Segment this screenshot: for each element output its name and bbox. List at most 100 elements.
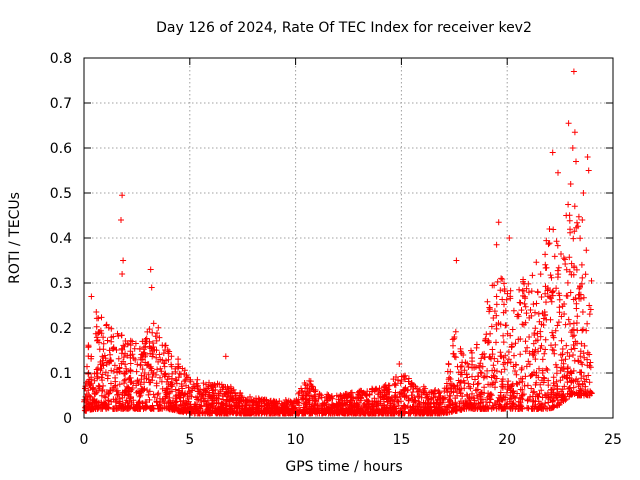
data-point xyxy=(575,358,582,365)
data-point xyxy=(489,346,496,353)
data-point xyxy=(242,406,249,413)
data-point xyxy=(493,241,500,248)
data-point xyxy=(477,393,484,400)
data-point xyxy=(504,400,511,407)
data-point xyxy=(302,409,309,415)
data-point xyxy=(584,356,591,363)
data-point xyxy=(405,397,412,403)
data-point xyxy=(498,275,505,282)
data-point xyxy=(525,358,532,365)
data-point xyxy=(479,351,486,358)
data-point xyxy=(162,342,169,349)
data-point xyxy=(287,410,294,417)
data-point xyxy=(365,408,372,415)
data-point xyxy=(160,360,167,367)
data-point xyxy=(362,409,369,416)
data-point xyxy=(149,374,156,380)
data-point xyxy=(588,277,595,284)
data-point xyxy=(392,380,399,387)
data-point xyxy=(501,301,507,308)
data-point xyxy=(414,403,421,410)
data-point xyxy=(497,349,504,356)
data-point xyxy=(491,308,498,315)
data-point xyxy=(522,319,529,326)
data-point xyxy=(526,350,533,357)
data-point xyxy=(547,393,554,400)
data-point xyxy=(411,407,418,414)
data-point xyxy=(559,346,566,352)
data-point xyxy=(113,404,120,411)
data-point xyxy=(554,397,561,404)
data-point xyxy=(587,306,594,313)
data-point xyxy=(490,404,497,411)
data-point xyxy=(569,389,576,396)
data-point xyxy=(533,259,540,266)
data-point xyxy=(580,190,587,196)
data-point xyxy=(146,388,153,395)
data-point xyxy=(551,253,558,260)
data-point xyxy=(510,307,517,314)
data-point xyxy=(584,154,591,160)
data-point xyxy=(579,361,586,368)
data-point xyxy=(322,409,329,416)
data-point xyxy=(162,347,169,353)
data-point xyxy=(556,304,563,311)
data-point xyxy=(117,402,124,409)
data-point xyxy=(364,388,371,395)
data-point xyxy=(516,299,523,306)
y-tick-label: 0.5 xyxy=(50,186,72,202)
data-point xyxy=(187,378,194,385)
data-point xyxy=(153,380,160,387)
data-point xyxy=(90,397,97,404)
data-point xyxy=(445,376,452,383)
data-point xyxy=(565,316,572,323)
data-point xyxy=(545,241,552,248)
data-point xyxy=(324,397,330,404)
data-point xyxy=(147,266,154,273)
data-point xyxy=(548,298,555,305)
data-point xyxy=(300,395,307,402)
data-point xyxy=(567,369,574,376)
data-point xyxy=(533,379,540,386)
data-point xyxy=(287,398,294,405)
data-point xyxy=(499,276,506,283)
data-point xyxy=(372,410,379,417)
data-point xyxy=(355,391,362,398)
data-point xyxy=(567,289,574,296)
data-point xyxy=(146,338,153,345)
data-point xyxy=(148,284,155,291)
data-point xyxy=(450,382,457,389)
data-point xyxy=(527,307,534,313)
data-point xyxy=(119,192,126,199)
data-point xyxy=(128,400,135,406)
data-point xyxy=(430,400,437,407)
data-point xyxy=(586,311,593,318)
data-point xyxy=(133,368,140,375)
data-point xyxy=(88,405,95,412)
data-point xyxy=(539,356,546,363)
data-point xyxy=(546,240,553,247)
data-point xyxy=(171,406,178,413)
data-point xyxy=(95,383,102,390)
data-point xyxy=(543,237,550,244)
data-point xyxy=(553,238,560,245)
data-point xyxy=(523,310,530,317)
data-point xyxy=(483,399,489,405)
data-point xyxy=(522,338,529,345)
data-point xyxy=(399,410,406,417)
data-point xyxy=(159,357,166,364)
data-point xyxy=(282,397,289,403)
data-point xyxy=(584,362,591,369)
data-point xyxy=(268,402,275,409)
data-point xyxy=(393,409,400,416)
data-point xyxy=(495,403,502,410)
data-point xyxy=(335,409,342,416)
data-point xyxy=(295,409,302,416)
data-point xyxy=(469,349,475,356)
data-point xyxy=(203,400,210,407)
data-point xyxy=(508,341,515,348)
data-point xyxy=(139,366,146,373)
data-point xyxy=(457,390,464,397)
chart-title: Day 126 of 2024, Rate Of TEC Index for r… xyxy=(156,20,532,36)
